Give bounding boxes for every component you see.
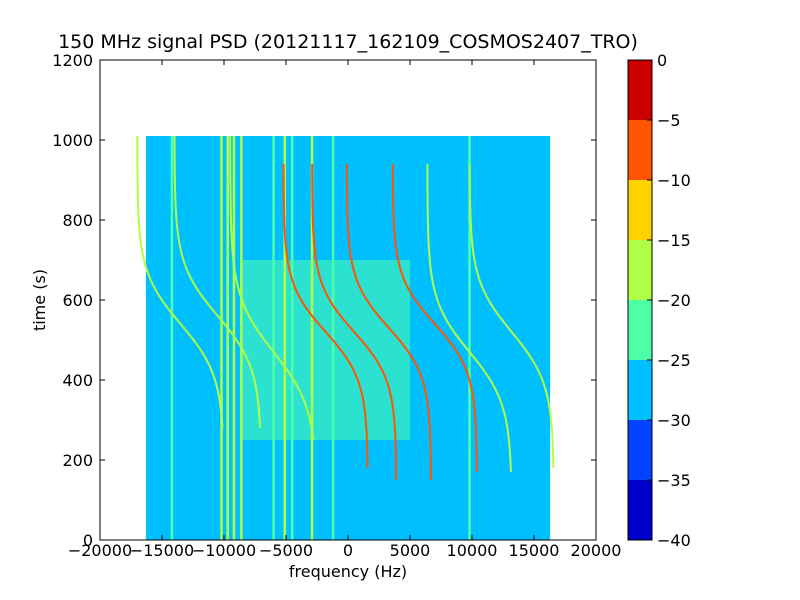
noise-band [242,260,410,440]
y-tick-label: 200 [62,451,93,470]
y-axis-title: time (s) [30,269,49,331]
x-tick-label: 5000 [390,541,431,560]
y-tick-label: 1200 [52,51,93,70]
doppler-trace [391,163,478,473]
colorbar-tick-label: −30 [657,411,691,430]
doppler-trace [136,135,224,429]
spectrogram-heatmap [136,135,555,540]
colorbar-segment [628,240,652,300]
doppler-trace [426,163,512,473]
doppler-trace [282,163,369,469]
colorbar-tick-label: −40 [657,531,691,550]
plot-area [99,59,597,541]
colorbar-ticks: 0 −5 −10 −15 −20 −25 −30 −35 −40 [647,51,691,550]
doppler-trace [311,163,398,481]
colorbar [628,60,652,540]
colorbar-segment [628,180,652,240]
doppler-trace [345,163,432,481]
y-tick-label: 800 [62,211,93,230]
doppler-trace [173,135,262,429]
colorbar-tick-label: −5 [657,111,681,130]
chart-title: 150 MHz signal PSD (20121117_162109_COSM… [58,31,638,53]
colorbar-segment [628,480,652,540]
colorbar-tick-label: −20 [657,291,691,310]
x-tick-label: 20000 [571,541,622,560]
y-axis-ticks: 0 200 400 600 800 1000 1200 [52,51,596,550]
colorbar-tick-label: 0 [657,51,667,70]
colorbar-tick-label: −15 [657,231,691,250]
x-tick-label: 10000 [447,541,498,560]
colorbar-tick-label: −25 [657,351,691,370]
y-tick-label: 1000 [52,131,93,150]
x-tick-label: −15000 [130,541,194,560]
y-tick-label: 0 [83,531,93,550]
colorbar-segment [628,120,652,180]
doppler-trace [468,163,555,469]
colorbar-tick-label: −10 [657,171,691,190]
y-tick-label: 400 [62,371,93,390]
colorbar-segment [628,300,652,360]
doppler-trace [229,136,315,441]
colorbar-segment [628,420,652,480]
x-tick-label: −20000 [68,541,132,560]
x-tick-label: −10000 [192,541,256,560]
x-tick-label: −5000 [259,541,313,560]
x-axis-title: frequency (Hz) [289,562,407,581]
x-tick-label: 0 [343,541,353,560]
x-tick-label: 15000 [509,541,560,560]
y-tick-label: 600 [62,291,93,310]
colorbar-segment [628,360,652,420]
colorbar-segment [628,60,652,120]
x-axis-ticks: −20000−15000−10000 −5000 0 5000 10000 15000 20… [68,60,622,560]
colorbar-tick-label: −35 [657,471,691,490]
